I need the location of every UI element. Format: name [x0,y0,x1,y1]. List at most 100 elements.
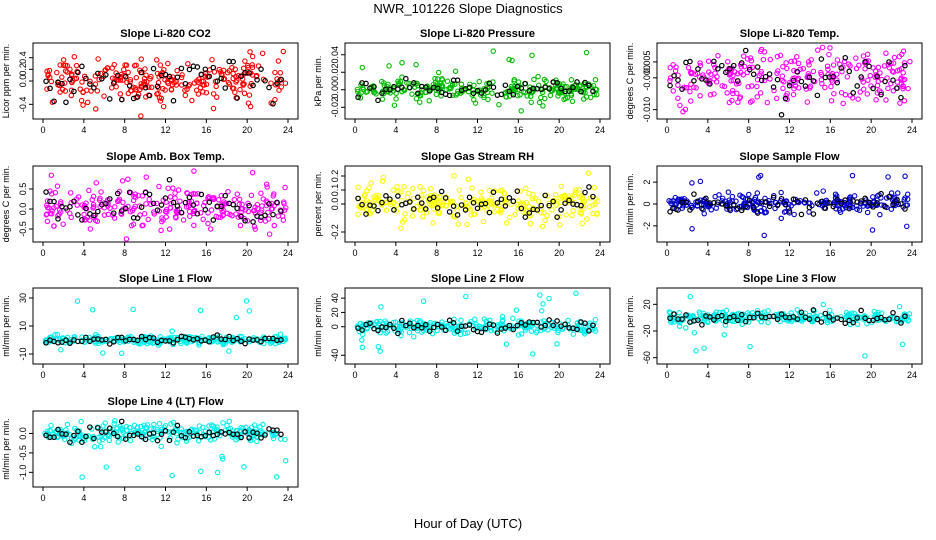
data-point [506,214,513,221]
reference-point [43,189,49,195]
x-tick-label: 20 [554,125,564,135]
reference-point [234,335,240,342]
panel-9: Slope Line 3 Flow ml/min per min. 0 4 8 12 16 2… [625,273,923,380]
data-point [359,344,366,351]
reference-point [383,193,389,199]
reference-point [446,209,453,215]
data-point [258,207,265,213]
data-point [701,345,707,351]
data-point [247,49,253,55]
data-point [510,315,516,322]
reference-point [522,322,529,328]
data-point [767,56,774,63]
reference-point [506,88,513,95]
data-point [774,53,781,60]
reference-point [886,316,892,322]
data-point [78,418,84,425]
data-point [580,96,587,102]
data-point [395,78,401,85]
data-point [48,191,55,197]
panel-7: Slope Line 1 Flow ml/min per min. 0 4 8 12 16 2… [1,273,299,380]
data-point [67,66,73,73]
data-point [552,192,559,198]
data-point [899,341,906,348]
reference-point [182,80,189,87]
data-point [450,92,456,99]
data-point [227,211,233,218]
data-point [472,316,478,323]
data-point [584,216,590,222]
reference-point [774,202,781,209]
data-point [494,328,501,335]
data-point [123,423,130,430]
y-tick-label: 0.00 [330,81,340,99]
data-point [129,207,136,214]
data-point [191,222,197,229]
data-point [165,60,171,67]
data-point [515,332,522,338]
data-point [47,428,53,434]
reference-point [446,317,453,324]
y-tick-label: 0.0 [18,203,28,216]
data-point [675,95,681,102]
reference-point [79,217,85,223]
data-point [57,89,63,95]
data-point [447,199,454,206]
reference-point [838,200,845,207]
data-point [111,421,117,427]
x-tick-label: 24 [907,370,917,380]
data-point [245,208,252,215]
data-point [413,95,420,102]
data-point [86,187,92,194]
data-point [280,48,287,55]
reference-point [75,69,81,76]
data-point [89,196,95,203]
data-point [360,321,366,328]
reference-point [750,71,757,78]
reference-point [190,202,197,208]
data-point [418,86,425,93]
data-point [44,202,50,209]
data-point [553,202,560,208]
reference-point [546,317,552,323]
data-point [819,44,826,51]
x-tick-label: 0 [664,248,669,258]
data-point [744,56,751,62]
data-point [457,90,464,96]
reference-point [454,212,461,218]
data-point [55,213,61,219]
data-point [225,79,232,86]
reference-point [474,205,481,212]
data-point [68,92,75,99]
reference-point [214,78,221,84]
data-point [254,438,260,445]
data-point [754,94,760,100]
data-point [164,209,170,215]
figure-title: NWR_101226 Slope Diagnostics [373,1,563,16]
reference-point [446,92,453,99]
reference-point [254,77,260,83]
data-point [98,189,104,195]
data-point [355,211,361,218]
data-point [249,53,256,60]
data-point [889,68,896,75]
data-point [191,168,197,174]
data-point [667,77,673,84]
x-tick-label: 12 [160,125,170,135]
data-point [456,187,463,193]
data-point [834,57,841,63]
data-point [148,426,154,432]
reference-points [667,47,908,118]
y-tick-label: 0 [642,201,652,206]
reference-point [790,314,797,320]
data-point [225,426,232,433]
x-tick-label: 0 [352,248,357,258]
reference-point [886,59,892,65]
data-point [840,100,846,107]
reference-point [150,200,157,207]
reference-point [742,203,749,210]
data-point [808,57,814,63]
data-point [547,92,554,99]
data-point [205,194,212,200]
reference-point [110,80,117,86]
